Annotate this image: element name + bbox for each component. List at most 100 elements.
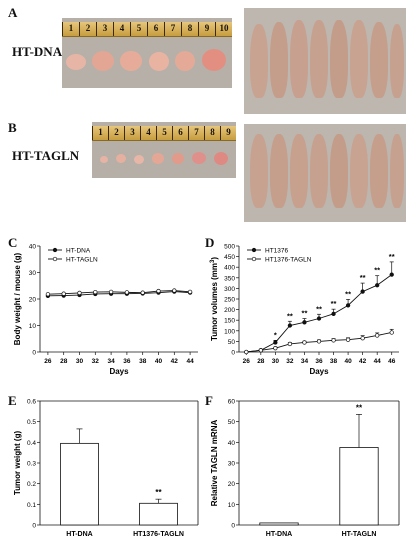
ruler-tick: 3 xyxy=(96,22,113,36)
mice-photo-a xyxy=(244,8,406,114)
y-tick-label: 500 xyxy=(224,244,235,251)
x-tick-label: 36 xyxy=(123,358,131,365)
x-tick-label: 28 xyxy=(257,358,265,365)
data-point xyxy=(77,290,82,296)
y-tick-label: 0 xyxy=(231,523,235,530)
x-tick-label: 42 xyxy=(171,358,179,365)
data-point xyxy=(360,336,365,341)
chart-e-tumor-weight: 0 0.1 0.2 0.3 0.4 0.5 0.6 Tumor weight (g) HT-DN… xyxy=(13,399,199,538)
mouse xyxy=(390,24,404,98)
significance-marker: ** xyxy=(356,403,363,412)
x-tick-label: 34 xyxy=(301,358,309,365)
significance-marker: ** xyxy=(389,252,395,261)
ruler-tick: 7 xyxy=(164,22,181,36)
x-tick-label: 46 xyxy=(388,358,396,365)
y-tick-label: 250 xyxy=(224,297,235,304)
mouse xyxy=(250,24,268,98)
chart-c-body-weight: 0 10 20 30 40 26 28 30 32 34 36 38 40 42 44 Days Body we… xyxy=(13,244,198,376)
data-point xyxy=(187,289,193,294)
mouse xyxy=(310,134,328,208)
data-point xyxy=(360,289,365,294)
x-tick-label: 42 xyxy=(359,358,367,365)
tumor xyxy=(134,155,144,164)
ruler-tick: 10 xyxy=(215,22,232,36)
ruler-tick: 5 xyxy=(156,126,172,140)
y-tick-label: 450 xyxy=(224,254,235,261)
y-tick-label: 50 xyxy=(228,339,236,346)
legend-label: HT1376 xyxy=(265,248,289,255)
ruler-tick: 8 xyxy=(181,22,198,36)
y-tick-label: 150 xyxy=(224,318,235,325)
ruler-tick: 3 xyxy=(124,126,140,140)
x-tick-label: 28 xyxy=(60,358,68,365)
y-tick-label: 0.2 xyxy=(27,481,36,488)
panel-letter-d: D xyxy=(205,235,215,250)
series-line xyxy=(47,291,191,297)
data-point xyxy=(108,289,114,294)
mouse xyxy=(370,134,388,208)
y-tick-label: 40 xyxy=(228,440,236,447)
data-point xyxy=(389,272,394,277)
chart-f-tagln-mrna: 0 10 20 30 40 50 60 Relative TAGLN mRNA HT-DNA HT… xyxy=(210,399,400,538)
tumor xyxy=(175,51,195,71)
data-point xyxy=(140,290,145,295)
data-point xyxy=(345,303,351,308)
y-tick-label: 200 xyxy=(224,307,235,314)
ruler-tick: 1 xyxy=(92,126,108,140)
legend-marker xyxy=(52,247,58,253)
data-point xyxy=(273,346,278,351)
tumor xyxy=(172,153,184,164)
y-axis-label: Relative TAGLN mRNA xyxy=(210,420,219,507)
panel-letter-a: A xyxy=(8,5,18,20)
x-tick-label: 30 xyxy=(76,358,84,365)
x-tick-label: 38 xyxy=(139,358,147,365)
mouse xyxy=(390,134,404,208)
significance-marker: ** xyxy=(345,289,351,298)
bar xyxy=(139,502,178,526)
ruler-tick: 9 xyxy=(198,22,215,36)
y-tick-label: 30 xyxy=(228,461,236,468)
y-tick-label: 10 xyxy=(29,323,37,330)
y-tick-label: 350 xyxy=(224,275,235,282)
mouse xyxy=(310,20,328,98)
data-point xyxy=(302,340,307,345)
x-tick-label: 40 xyxy=(344,358,352,365)
data-point xyxy=(331,311,336,316)
legend-marker xyxy=(251,256,257,262)
excised-tumors-photo-a: 10 9 8 7 6 5 4 3 2 1 xyxy=(62,18,232,88)
y-tick-label: 0 xyxy=(32,523,36,530)
x-tick-label: HT-DNA xyxy=(266,531,292,538)
data-point xyxy=(389,330,394,335)
y-tick-label: 20 xyxy=(228,481,236,488)
significance-marker: ** xyxy=(155,488,162,497)
chart-d-tumor-volume: 0 50 100 150 200 250 300 350 400 450 500 26 28 30 32 34… xyxy=(210,244,399,376)
panel-letter-c: C xyxy=(8,235,18,250)
x-tick-label: 26 xyxy=(243,358,251,365)
y-tick-label: 0.5 xyxy=(27,419,36,426)
ruler-tick: 7 xyxy=(188,126,204,140)
x-tick-label: HT-TAGLN xyxy=(342,531,377,538)
x-tick-label: HT1376-TAGLN xyxy=(133,531,184,538)
data-point xyxy=(45,292,51,297)
y-tick-label: 400 xyxy=(224,265,235,272)
legend-label: HT-DNA xyxy=(66,248,91,255)
mouse xyxy=(370,22,388,98)
mice-photo-b xyxy=(244,124,406,222)
data-point xyxy=(302,320,307,325)
mouse xyxy=(350,20,368,98)
ruler-tick: 4 xyxy=(113,22,130,36)
tumor xyxy=(202,49,226,71)
y-tick-label: 60 xyxy=(228,399,236,406)
y-tick-label: 40 xyxy=(29,244,37,251)
data-point xyxy=(244,349,249,355)
significance-marker: ** xyxy=(316,304,322,313)
bar xyxy=(339,447,379,526)
y-tick-label: 0 xyxy=(231,350,235,357)
x-tick-label: 32 xyxy=(92,358,100,365)
panel-letter-e: E xyxy=(8,393,17,408)
y-tick-label: 0.6 xyxy=(27,399,36,406)
y-tick-label: 0.1 xyxy=(27,502,36,509)
tumor xyxy=(116,154,126,163)
ruler-tick: 4 xyxy=(140,126,156,140)
